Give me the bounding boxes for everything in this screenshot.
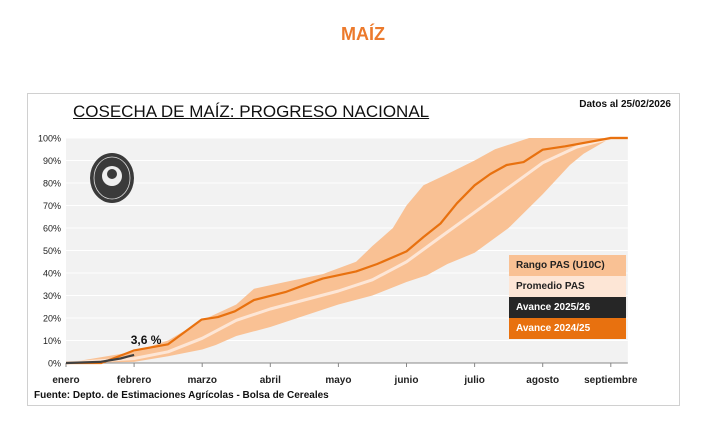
date-note: Datos al 25/02/2026	[579, 99, 671, 110]
x-tick-label: marzo	[187, 375, 216, 386]
current-line	[65, 353, 135, 365]
y-tick-label: 70%	[43, 201, 61, 211]
chart-title: COSECHA DE MAÍZ: PROGRESO NACIONAL	[73, 102, 430, 121]
x-tick-label: agosto	[526, 375, 559, 386]
chart-plot: 0% 10% 20% 30% 40% 50% 60% 70% 80% 90% 100% enero fe…	[38, 134, 638, 387]
average-line	[65, 136, 628, 365]
y-tick-label: 20%	[43, 314, 61, 324]
annotation-label: 3,6 %	[131, 333, 162, 347]
y-tick-label: 0%	[48, 359, 61, 369]
x-tick-label: junio	[394, 375, 419, 386]
range-band	[66, 138, 628, 363]
x-tick-label: febrero	[117, 375, 151, 386]
legend-average: Promedio PAS	[509, 276, 626, 297]
y-tick-label: 10%	[43, 336, 61, 346]
x-tick-label: mayo	[325, 375, 351, 386]
y-tick-label: 30%	[43, 291, 61, 301]
x-tick-label: septiembre	[584, 375, 638, 386]
source-note: Fuente: Depto. de Estimaciones Agrícolas…	[34, 390, 329, 401]
x-tick-label: julio	[463, 375, 485, 386]
page-title: MAÍZ	[341, 24, 385, 44]
y-tick-label: 60%	[43, 224, 61, 234]
previous-line	[66, 136, 628, 365]
y-tick-label: 90%	[43, 156, 61, 166]
legend-range: Rango PAS (U10C)	[509, 255, 626, 276]
y-tick-label: 100%	[38, 134, 61, 144]
y-tick-label: 50%	[43, 246, 61, 256]
bolsa-de-cereales-logo	[90, 153, 134, 203]
legend: Rango PAS (U10C) Promedio PAS Avance 202…	[509, 255, 626, 339]
y-tick-label: 80%	[43, 179, 61, 189]
x-tick-label: enero	[52, 375, 79, 386]
legend-previous: Avance 2024/25	[509, 318, 626, 339]
chart-card: COSECHA DE MAÍZ: PROGRESO NACIONAL Datos…	[27, 93, 680, 406]
x-tick-label: abril	[260, 375, 281, 386]
y-tick-label: 40%	[43, 269, 61, 279]
legend-current: Avance 2025/26	[509, 297, 626, 318]
